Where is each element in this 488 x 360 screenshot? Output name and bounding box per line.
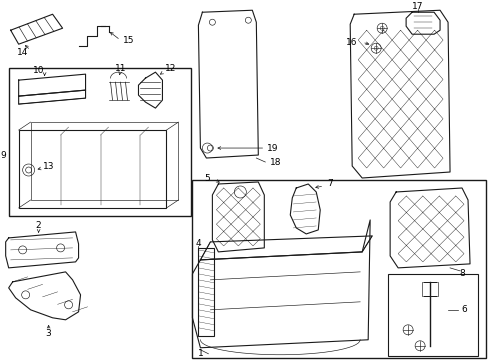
Text: 1: 1 (197, 349, 203, 358)
Text: 13: 13 (43, 162, 54, 171)
Bar (31, 122, 178, 200)
Text: 4: 4 (195, 239, 201, 248)
Text: 5: 5 (204, 174, 210, 183)
Text: 11: 11 (115, 64, 126, 73)
Bar (9, 68, 191, 216)
Text: 14: 14 (17, 48, 28, 57)
Text: 15: 15 (122, 36, 134, 45)
Text: 6: 6 (460, 305, 466, 314)
Text: 18: 18 (269, 158, 281, 167)
Text: 7: 7 (326, 180, 332, 189)
Text: 8: 8 (458, 269, 464, 278)
Bar (421, 282, 437, 296)
Text: 12: 12 (164, 64, 176, 73)
Bar (192, 180, 485, 358)
Text: 2: 2 (36, 221, 41, 230)
Text: 9: 9 (0, 150, 6, 159)
Bar (387, 274, 477, 356)
Text: 19: 19 (266, 144, 278, 153)
Text: 10: 10 (33, 66, 44, 75)
Bar (19, 130, 166, 208)
Text: 3: 3 (46, 329, 51, 338)
Text: 17: 17 (411, 2, 423, 11)
Text: 16: 16 (346, 38, 357, 47)
Bar (198, 248, 214, 336)
